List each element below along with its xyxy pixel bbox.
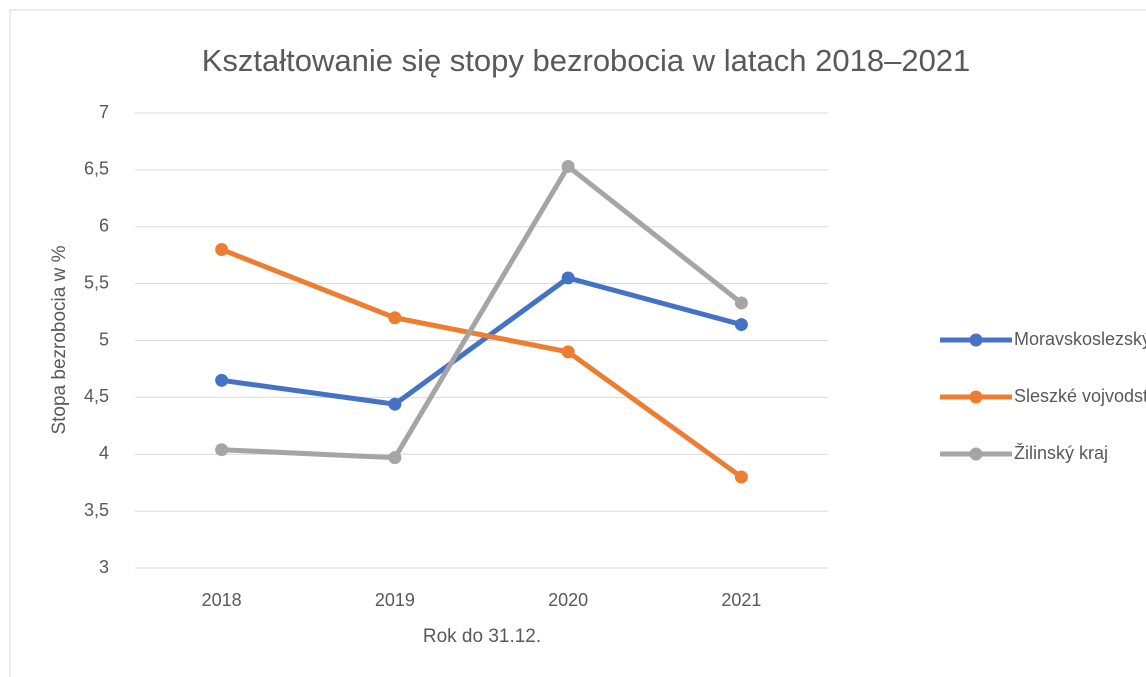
legend-marker (969, 333, 983, 347)
data-point (734, 470, 748, 484)
x-tick-label: 2018 (202, 590, 242, 610)
data-point (734, 318, 748, 332)
x-tick-label: 2021 (721, 590, 761, 610)
chart-border (9, 9, 1146, 677)
y-axis-label: Stopa bezrobocia w % (49, 245, 70, 434)
y-tick-label: 7 (99, 102, 109, 122)
data-point (215, 443, 229, 457)
legend-label: Moravskoslezský kraj (1014, 329, 1146, 349)
series-line (221, 275, 743, 407)
y-tick-label: 5,5 (84, 272, 109, 292)
data-point (561, 345, 575, 359)
legend-label: Žilinský kraj (1014, 443, 1108, 463)
data-point (561, 271, 575, 285)
data-point (388, 397, 402, 411)
series-line (221, 163, 743, 461)
x-axis-label: Rok do 31.12. (423, 626, 541, 647)
legend-marker (969, 447, 983, 461)
y-tick-label: 6 (99, 216, 109, 236)
x-tick-label: 2019 (375, 590, 415, 610)
series-line (220, 247, 743, 480)
legend-marker (969, 390, 983, 404)
y-tick-label: 5 (99, 329, 109, 349)
data-point (388, 451, 402, 465)
y-tick-label: 4 (99, 443, 109, 463)
chart-title: Kształtowanie się stopy bezrobocia w lat… (202, 43, 971, 78)
y-tick-label: 6,5 (84, 159, 109, 179)
data-point (561, 159, 575, 173)
data-point (215, 243, 229, 256)
y-tick-label: 4,5 (84, 386, 109, 406)
y-tick-label: 3,5 (84, 500, 109, 520)
y-tick-label: 3 (99, 557, 109, 577)
data-point (388, 311, 402, 325)
legend-label: Sleszké vojvodství (1014, 386, 1146, 406)
x-tick-label: 2020 (548, 590, 588, 610)
data-point (215, 373, 229, 387)
data-point (734, 296, 748, 310)
